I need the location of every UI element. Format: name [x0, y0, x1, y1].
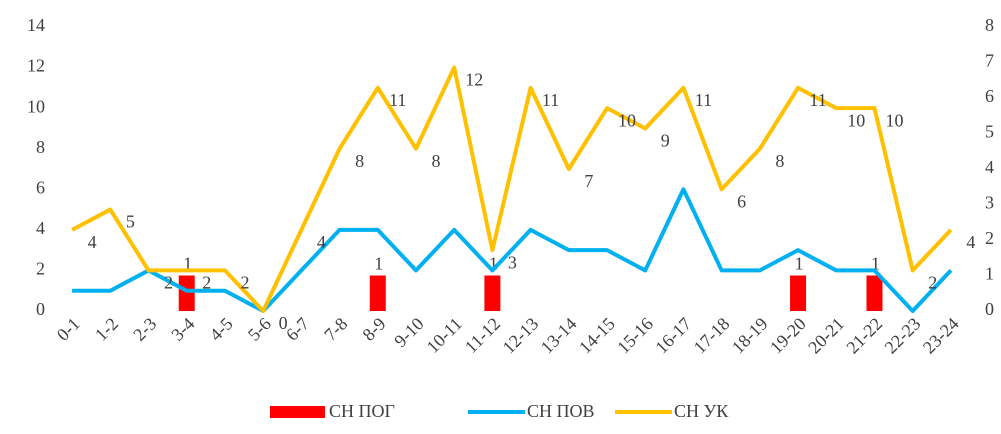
y-tick-label: 14 — [27, 15, 45, 35]
x-tick-label: 16-17 — [651, 314, 695, 358]
x-tick-label: 9-10 — [390, 314, 427, 351]
line — [71, 65, 953, 313]
data-label: 5 — [126, 212, 135, 232]
legend-swatch — [270, 406, 325, 418]
data-label: 10 — [847, 110, 865, 130]
x-tick-label: 18-19 — [728, 314, 772, 358]
y-tick-label: 2 — [36, 259, 45, 279]
x-tick-label: 3-4 — [167, 314, 198, 345]
bar — [790, 275, 807, 311]
legend-label: СН ПОГ — [329, 401, 395, 421]
y2-tick-label: 4 — [985, 157, 994, 177]
bar — [866, 275, 883, 311]
data-label: 0 — [279, 313, 288, 333]
x-tick-label: 2-3 — [129, 314, 160, 345]
line — [72, 187, 953, 313]
x-tick-label: 15-16 — [613, 314, 657, 358]
y2-tick-label: 3 — [985, 193, 994, 213]
x-tick-label: 10-11 — [423, 314, 466, 357]
data-label: 2 — [202, 273, 211, 293]
data-label: 4 — [317, 232, 326, 252]
data-label: 8 — [775, 151, 784, 171]
y2-tick-label: 2 — [985, 228, 994, 248]
data-label: 10 — [618, 110, 636, 130]
y2-tick-label: 1 — [985, 264, 994, 284]
data-label: 8 — [431, 151, 440, 171]
x-tick-label: 7-8 — [320, 314, 351, 345]
x-tick-label: 1-2 — [91, 314, 122, 345]
x-tick-label: 11-12 — [461, 314, 504, 357]
data-label: 4 — [88, 232, 97, 252]
x-tick-label: 19-20 — [766, 314, 810, 358]
data-label: 11 — [695, 90, 712, 110]
y-tick-label: 12 — [27, 56, 45, 76]
data-label: 11 — [542, 90, 559, 110]
data-label: 1 — [374, 254, 383, 274]
x-tick-label: 12-13 — [499, 314, 543, 358]
bar — [484, 275, 501, 311]
data-label: 9 — [661, 131, 670, 151]
y-tick-label: 6 — [36, 177, 45, 197]
y2-tick-label: 6 — [985, 86, 994, 106]
data-label: 1 — [489, 254, 498, 274]
data-label: 4 — [966, 232, 975, 252]
data-label: 2 — [928, 273, 937, 293]
data-label: 12 — [465, 70, 483, 90]
data-label: 11 — [809, 90, 826, 110]
bar — [178, 275, 195, 311]
x-tick-label: 23-24 — [919, 314, 963, 358]
x-tick-label: 20-21 — [804, 314, 848, 358]
x-tick-label: 21-22 — [842, 314, 886, 358]
data-label: 1 — [795, 254, 804, 274]
y2-tick-label: 0 — [985, 299, 994, 319]
y-tick-label: 0 — [36, 299, 45, 319]
data-label: 11 — [389, 90, 406, 110]
data-label: 1 — [871, 254, 880, 274]
data-label: 3 — [508, 252, 517, 272]
data-label: 8 — [355, 151, 364, 171]
x-tick-label: 5-6 — [244, 314, 275, 345]
data-label: 10 — [885, 110, 903, 130]
y2-tick-label: 5 — [985, 122, 994, 142]
data-label: 2 — [164, 273, 173, 293]
legend-label: СН ПОВ — [527, 401, 595, 421]
y-tick-label: 4 — [36, 218, 45, 238]
y2-tick-label: 7 — [985, 51, 994, 71]
x-tick-label: 22-23 — [881, 314, 925, 358]
x-tick-label: 13-14 — [537, 314, 581, 358]
x-tick-label: 4-5 — [206, 314, 237, 345]
data-label: 2 — [240, 273, 249, 293]
data-label: 6 — [737, 191, 746, 211]
x-tick-label: 8-9 — [358, 314, 389, 345]
x-tick-label: 0-1 — [53, 314, 84, 345]
y-tick-label: 10 — [27, 96, 45, 116]
x-tick-label: 14-15 — [575, 314, 619, 358]
y2-tick-label: 8 — [985, 15, 994, 35]
legend-label: СН УК — [674, 401, 729, 421]
bar — [369, 275, 386, 311]
y-tick-label: 8 — [36, 137, 45, 157]
data-label: 1 — [183, 254, 192, 274]
data-label: 7 — [584, 171, 593, 191]
x-tick-label: 17-18 — [690, 314, 734, 358]
